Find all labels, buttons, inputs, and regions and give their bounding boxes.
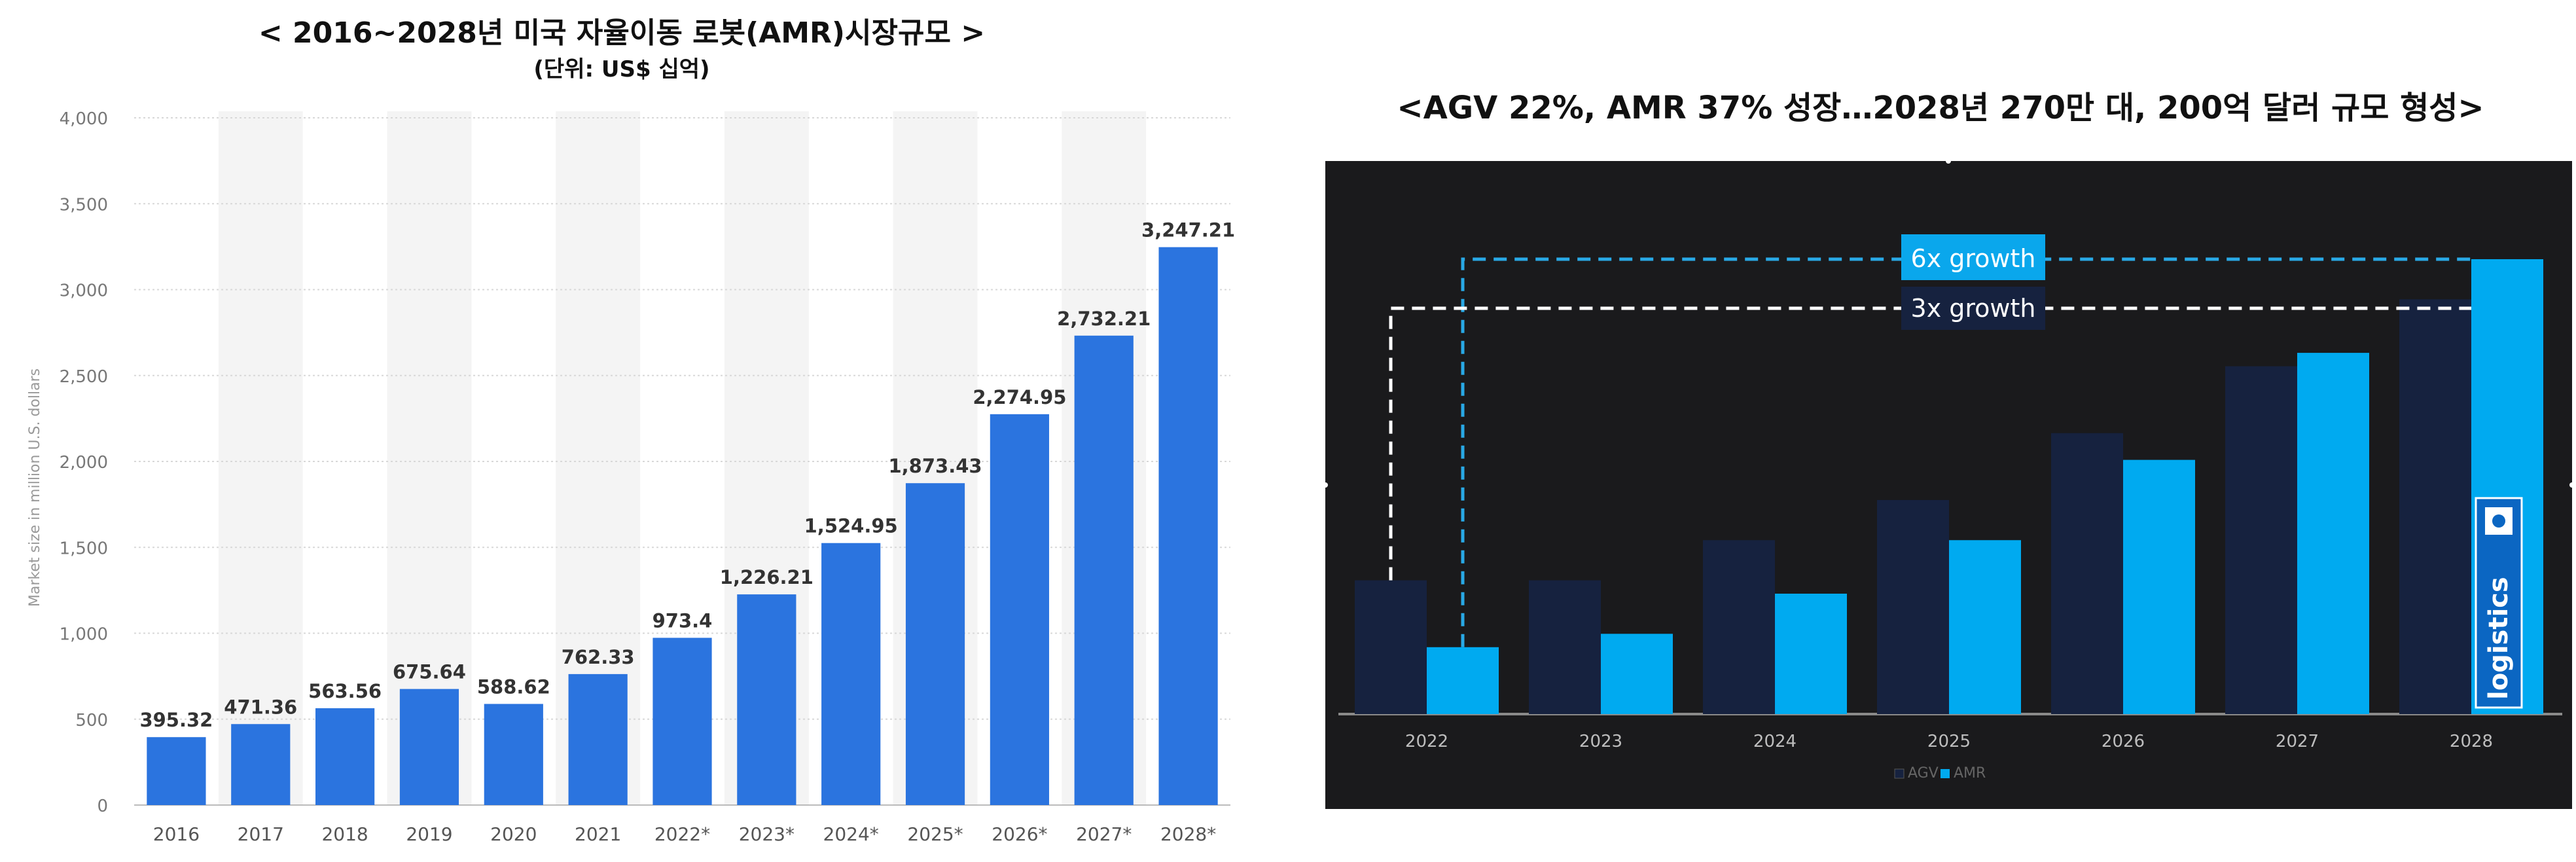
ytick-label: 1,500 (60, 539, 108, 558)
xtick-label-2017: 2017 (238, 823, 284, 845)
data-label-2019: 675.64 (393, 661, 466, 683)
xtick-label-2025: 2025 (1927, 732, 1971, 751)
xtick-label-2022*: 2022* (654, 823, 710, 845)
ytick-label: 4,000 (60, 109, 108, 129)
xtick-label-2023*: 2023* (739, 823, 795, 845)
six-x-growth-badge (1901, 234, 2045, 280)
bar-2017 (231, 724, 291, 805)
xtick-label-2025*: 2025* (907, 823, 963, 845)
data-label-2026*: 2,274.95 (973, 386, 1066, 408)
logistics-logo-text: logistics (2484, 577, 2514, 700)
xtick-label-2019: 2019 (406, 823, 452, 845)
xtick-label-2024: 2024 (1753, 732, 1797, 751)
bar-agv-2024 (1703, 540, 1775, 714)
frame-handle-top (1946, 161, 1951, 164)
ytick-label: 3,500 (60, 195, 108, 215)
bar-2023* (737, 594, 796, 805)
six-x-growth-text: 6x growth (1911, 244, 2036, 273)
bar-2027* (1074, 335, 1134, 805)
bar-agv-2028 (2399, 299, 2471, 714)
ytick-label: 1,000 (60, 625, 108, 645)
left-chart-subtitle: (단위: US$ 십억) (533, 56, 710, 82)
legend-swatch-amr (1941, 769, 1950, 778)
xtick-label-2026*: 2026* (992, 823, 1047, 845)
three-x-growth-badge (1901, 287, 2045, 330)
data-label-2027*: 2,732.21 (1057, 308, 1151, 330)
six-x-growth-line (1461, 257, 2471, 647)
bar-2016 (147, 737, 206, 805)
bar-2019 (399, 689, 459, 805)
xtick-label-2024*: 2024* (823, 823, 879, 845)
xtick-label-2028*: 2028* (1160, 823, 1216, 845)
bar-agv-2023 (1529, 580, 1601, 714)
bar-amr-2026 (2123, 459, 2195, 714)
ytick-label: 2,000 (60, 453, 108, 473)
three-x-growth-text: 3x growth (1911, 294, 2036, 323)
xtick-label-2023: 2023 (1579, 732, 1622, 751)
bar-agv-2027 (2225, 366, 2297, 714)
frame-handle-right (2569, 482, 2572, 488)
ytick-label: 3,000 (60, 281, 108, 301)
bar-amr-2023 (1601, 634, 1673, 714)
data-label-2025*: 1,873.43 (888, 455, 982, 477)
xtick-label-2026: 2026 (2102, 732, 2145, 751)
bar-2018 (315, 708, 375, 805)
ytick-label: 0 (97, 797, 108, 816)
ytick-label: 500 (75, 711, 108, 730)
ytick-label: 2,500 (60, 367, 108, 387)
data-label-2016: 395.32 (139, 709, 213, 731)
left-chart-title: < 2016~2028년 미국 자율이동 로봇(AMR)시장규모 > (258, 16, 986, 50)
data-label-2028*: 3,247.21 (1141, 219, 1235, 242)
bar-2020 (484, 704, 543, 805)
xtick-label-2028: 2028 (2450, 732, 2493, 751)
data-label-2022*: 973.4 (653, 609, 713, 632)
column-shade-2017 (218, 111, 303, 805)
legend-swatch-agv (1894, 768, 1905, 779)
xtick-label-2018: 2018 (321, 823, 368, 845)
xtick-label-2022: 2022 (1405, 732, 1448, 751)
legend-label-agv: AGV (1908, 765, 1939, 781)
right-bar-chart: 2022 2023 2024 2025 2026 2027 2028 6x growth 3x … (1325, 161, 2572, 809)
bar-2025* (905, 483, 965, 805)
right-chart-title: <AGV 22%, AMR 37% 성장…2028년 270만 대, 200억 … (1397, 90, 2484, 126)
frame-handle-left (1325, 482, 1328, 488)
bar-amr-2022 (1427, 647, 1499, 714)
logistics-logo-gear-hole (2492, 514, 2505, 528)
data-label-2017: 471.36 (224, 696, 297, 718)
bar-agv-2025 (1877, 499, 1949, 714)
data-label-2021: 762.33 (562, 646, 635, 668)
bar-agv-2026 (2051, 433, 2123, 714)
y-axis-label: Market size in million U.S. dollars (27, 368, 43, 607)
bar-2024* (821, 543, 881, 805)
bar-amr-2025 (1949, 540, 2021, 714)
data-label-2024*: 1,524.95 (804, 515, 898, 537)
bar-2021 (568, 673, 628, 805)
xtick-label-2027: 2027 (2276, 732, 2319, 751)
bar-2026* (990, 414, 1049, 805)
data-label-2023*: 1,226.21 (720, 566, 814, 588)
xtick-label-2016: 2016 (153, 823, 200, 845)
data-label-2020: 588.62 (477, 675, 550, 698)
bar-agv-2022 (1355, 580, 1427, 714)
xtick-label-2020: 2020 (490, 823, 537, 845)
xtick-label-2027*: 2027* (1076, 823, 1132, 845)
legend-label-amr: AMR (1954, 765, 1986, 781)
xtick-label-2021: 2021 (575, 823, 621, 845)
three-x-growth-line (1389, 306, 2471, 581)
bar-amr-2027 (2297, 353, 2369, 714)
bar-amr-2024 (1775, 594, 1847, 714)
data-label-2018: 563.56 (308, 680, 382, 702)
bar-2022* (653, 638, 712, 805)
left-bar-chart: 0 500 1,000 1,500 2,000 2,500 3,000 3,500 4,000 M… (27, 109, 1235, 845)
bar-2028* (1158, 247, 1218, 805)
